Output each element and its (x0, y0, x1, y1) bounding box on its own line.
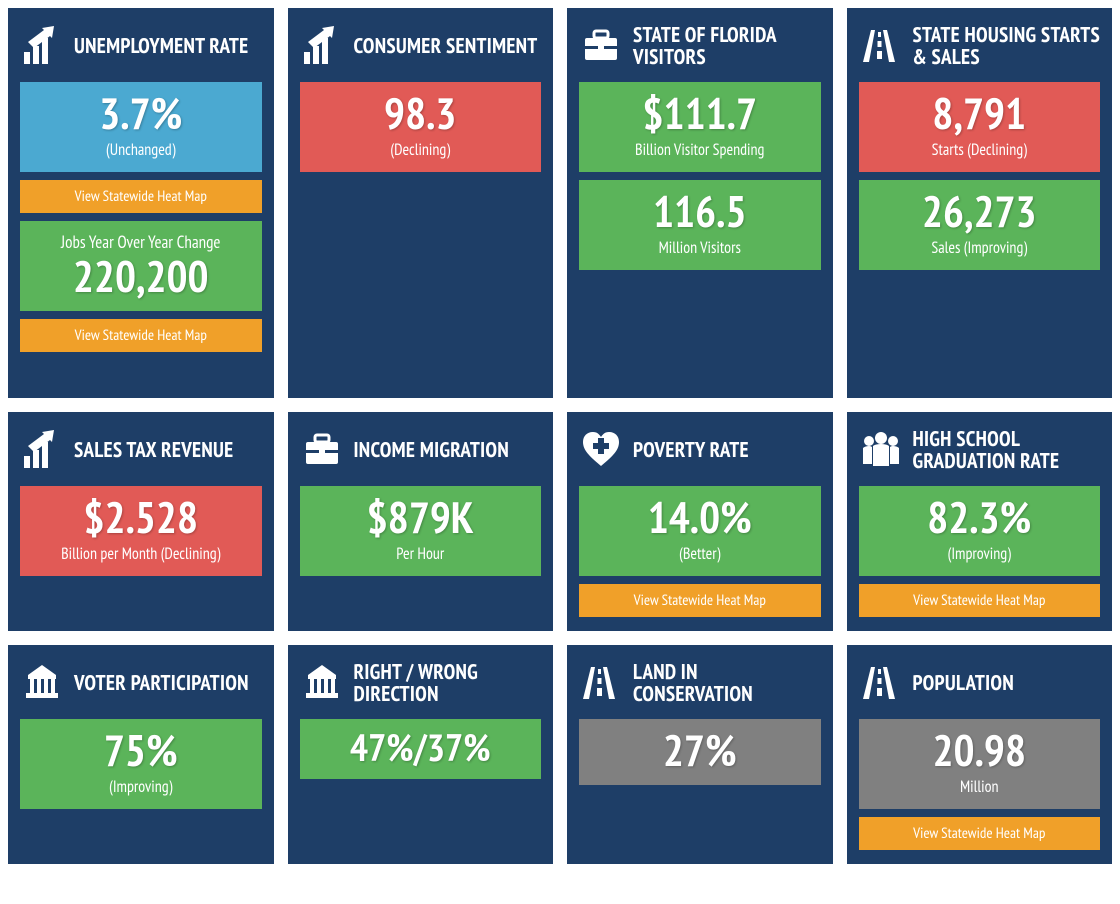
card-title: VOTER PARTICIPATION (74, 672, 249, 694)
chart-arrow-icon (20, 24, 64, 68)
card-header: SALES TAX REVENUE (20, 424, 262, 476)
card-title: CONSUMER SENTIMENT (354, 35, 538, 57)
card-population: POPULATION 20.98 Million View Statewide … (847, 645, 1113, 864)
card-header: POVERTY RATE (579, 424, 821, 476)
stat-population: 20.98 Million (859, 719, 1101, 809)
card-title: INCOME MIGRATION (354, 439, 509, 461)
stat-sub: (Unchanged) (28, 140, 254, 160)
chart-arrow-icon (300, 24, 344, 68)
stat-sub: Per Hour (308, 544, 534, 564)
card-title: POPULATION (913, 672, 1015, 694)
card-title: RIGHT / WRONG DIRECTION (354, 661, 542, 705)
stat-sub: (Improving) (867, 544, 1093, 564)
stat-sub: Billion per Month (Declining) (28, 544, 254, 564)
stat-sub: (Declining) (308, 140, 534, 160)
stat-sales-tax: $2.528 Billion per Month (Declining) (20, 486, 262, 576)
stat-value: $2.528 (28, 496, 254, 540)
stat-grad-rate: 82.3% (Improving) (859, 486, 1101, 576)
view-heat-map-button[interactable]: View Statewide Heat Map (20, 319, 262, 352)
view-heat-map-button[interactable]: View Statewide Heat Map (20, 180, 262, 213)
view-heat-map-button[interactable]: View Statewide Heat Map (579, 584, 821, 617)
stat-sub: (Better) (587, 544, 813, 564)
stat-direction: 47%/37% (300, 719, 542, 779)
card-florida-visitors: STATE OF FLORIDA VISITORS $111.7 Billion… (567, 8, 833, 398)
card-title: LAND IN CONSERVATION (633, 661, 821, 705)
stat-value: 26,273 (867, 190, 1093, 234)
stat-value: 82.3% (867, 496, 1093, 540)
card-income-migration: INCOME MIGRATION $879K Per Hour (288, 412, 554, 631)
card-header: HIGH SCHOOL GRADUATION RATE (859, 424, 1101, 476)
road-icon (579, 661, 623, 705)
card-header: LAND IN CONSERVATION (579, 657, 821, 709)
stat-jobs-change: Jobs Year Over Year Change 220,200 (20, 221, 262, 311)
card-consumer-sentiment: CONSUMER SENTIMENT 98.3 (Declining) (288, 8, 554, 398)
stat-housing-starts: 8,791 Starts (Declining) (859, 82, 1101, 172)
card-header: UNEMPLOYMENT RATE (20, 20, 262, 72)
dashboard-grid: UNEMPLOYMENT RATE 3.7% (Unchanged) View … (8, 8, 1112, 864)
stat-value: 14.0% (587, 496, 813, 540)
chart-arrow-icon (20, 428, 64, 472)
stat-value: 27% (587, 729, 813, 773)
briefcase-icon (300, 428, 344, 472)
stat-housing-sales: 26,273 Sales (Improving) (859, 180, 1101, 270)
stat-sub: Million (867, 777, 1093, 797)
stat-visitor-spending: $111.7 Billion Visitor Spending (579, 82, 821, 172)
briefcase-icon (579, 24, 623, 68)
stat-value: 8,791 (867, 92, 1093, 136)
stat-value: 20.98 (867, 729, 1093, 773)
card-right-wrong-direction: RIGHT / WRONG DIRECTION 47%/37% (288, 645, 554, 864)
card-title: STATE HOUSING STARTS & SALES (913, 24, 1101, 68)
stat-value: $111.7 (587, 92, 813, 136)
card-title: SALES TAX REVENUE (74, 439, 233, 461)
card-header: RIGHT / WRONG DIRECTION (300, 657, 542, 709)
card-unemployment: UNEMPLOYMENT RATE 3.7% (Unchanged) View … (8, 8, 274, 398)
card-header: STATE HOUSING STARTS & SALES (859, 20, 1101, 72)
road-icon (859, 661, 903, 705)
card-land-conservation: LAND IN CONSERVATION 27% (567, 645, 833, 864)
stat-consumer-sentiment: 98.3 (Declining) (300, 82, 542, 172)
card-sales-tax: SALES TAX REVENUE $2.528 Billion per Mon… (8, 412, 274, 631)
heart-plus-icon (579, 428, 623, 472)
stat-sub: Million Visitors (587, 238, 813, 258)
capitol-icon (20, 661, 64, 705)
stat-sub: Starts (Declining) (867, 140, 1093, 160)
capitol-icon (300, 661, 344, 705)
card-header: INCOME MIGRATION (300, 424, 542, 476)
stat-value: 47%/37% (308, 729, 534, 767)
card-header: STATE OF FLORIDA VISITORS (579, 20, 821, 72)
stat-sub: Sales (Improving) (867, 238, 1093, 258)
stat-value: 98.3 (308, 92, 534, 136)
stat-voter-participation: 75% (Improving) (20, 719, 262, 809)
view-heat-map-button[interactable]: View Statewide Heat Map (859, 817, 1101, 850)
card-title: STATE OF FLORIDA VISITORS (633, 24, 821, 68)
stat-sub: Billion Visitor Spending (587, 140, 813, 160)
stat-sub: (Improving) (28, 777, 254, 797)
card-housing: STATE HOUSING STARTS & SALES 8,791 Start… (847, 8, 1113, 398)
card-title: POVERTY RATE (633, 439, 749, 461)
card-grad-rate: HIGH SCHOOL GRADUATION RATE 82.3% (Impro… (847, 412, 1113, 631)
people-icon (859, 428, 903, 472)
card-header: VOTER PARTICIPATION (20, 657, 262, 709)
stat-poverty-rate: 14.0% (Better) (579, 486, 821, 576)
stat-income-migration: $879K Per Hour (300, 486, 542, 576)
card-title: HIGH SCHOOL GRADUATION RATE (913, 428, 1101, 472)
stat-land-conservation: 27% (579, 719, 821, 785)
stat-value: 75% (28, 729, 254, 773)
stat-unemployment-rate: 3.7% (Unchanged) (20, 82, 262, 172)
view-heat-map-button[interactable]: View Statewide Heat Map (859, 584, 1101, 617)
card-poverty-rate: POVERTY RATE 14.0% (Better) View Statewi… (567, 412, 833, 631)
card-title: UNEMPLOYMENT RATE (74, 35, 249, 57)
card-header: POPULATION (859, 657, 1101, 709)
stat-value: 116.5 (587, 190, 813, 234)
stat-value: 220,200 (28, 255, 254, 299)
card-header: CONSUMER SENTIMENT (300, 20, 542, 72)
stat-value: $879K (308, 496, 534, 540)
card-voter-participation: VOTER PARTICIPATION 75% (Improving) (8, 645, 274, 864)
stat-value: 3.7% (28, 92, 254, 136)
road-icon (859, 24, 903, 68)
stat-visitor-count: 116.5 Million Visitors (579, 180, 821, 270)
